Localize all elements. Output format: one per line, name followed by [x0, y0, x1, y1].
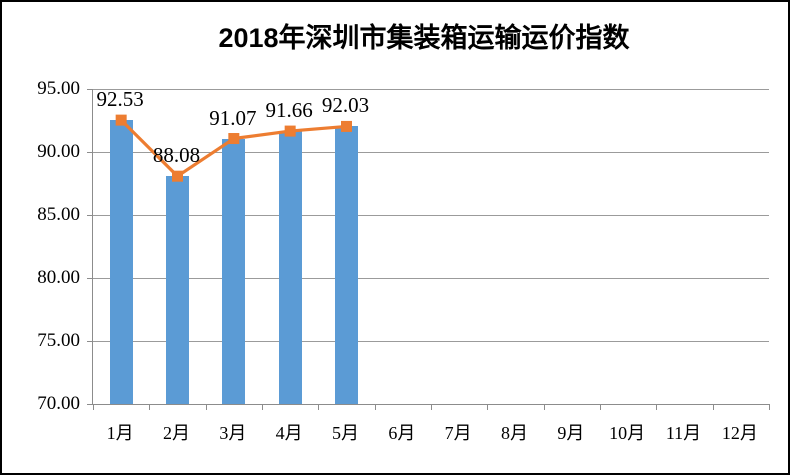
y-axis-tick: [87, 341, 93, 342]
y-axis-tick-label: 95.00: [37, 78, 80, 99]
bar: [222, 138, 246, 404]
x-axis-tick-label: 2月: [162, 423, 190, 443]
x-axis-tick: [262, 404, 263, 410]
plot-area: [87, 89, 770, 410]
line-marker: [115, 114, 127, 126]
data-label: 91.07: [209, 105, 257, 130]
y-axis-tick-label: 70.00: [37, 393, 80, 414]
x-axis-tick-label: 9月: [557, 423, 585, 443]
gridline: [93, 278, 769, 279]
x-axis-tick-label: 6月: [388, 423, 416, 443]
x-axis-tick: [93, 404, 94, 410]
bar: [109, 120, 133, 404]
data-label: 88.08: [152, 143, 201, 168]
bar: [166, 176, 189, 404]
bar: [335, 126, 358, 404]
line-marker: [284, 125, 296, 137]
x-axis-tick: [205, 404, 207, 410]
x-axis-tick: [712, 404, 714, 410]
y-axis-tick: [87, 152, 93, 153]
x-axis-tick: [656, 404, 658, 410]
x-axis-tick: [487, 404, 489, 410]
x-axis-tick-label: 12月: [721, 423, 758, 443]
data-label: 92.03: [321, 93, 370, 118]
x-axis-tick-label: 4月: [275, 423, 303, 443]
y-axis-tick: [87, 215, 93, 216]
line-marker: [172, 170, 183, 182]
x-axis-tick: [149, 404, 151, 410]
gridline: [93, 215, 769, 216]
y-axis-tick-label: 90.00: [37, 141, 80, 162]
x-axis-tick-label: 3月: [219, 423, 247, 443]
data-label: 92.53: [96, 87, 144, 112]
line-marker: [228, 133, 240, 145]
x-axis-tick-label: 7月: [444, 423, 472, 443]
y-axis-tick: [87, 89, 93, 90]
y-axis-tick: [87, 278, 93, 279]
x-axis-tick-label: 10月: [609, 423, 646, 443]
line-marker: [341, 120, 352, 132]
x-axis-tick: [431, 404, 432, 410]
data-label: 91.66: [265, 98, 313, 123]
gridline: [93, 89, 769, 90]
x-axis-tick-label: 11月: [665, 423, 702, 443]
chart-title: 2018年深圳市集装箱运输运价指数: [218, 23, 630, 53]
x-axis-tick: [318, 404, 320, 410]
x-axis-tick: [600, 404, 601, 410]
x-axis-tick-label: 8月: [500, 423, 528, 443]
x-axis-tick-label: 1月: [106, 423, 134, 443]
x-axis-tick: [769, 404, 770, 410]
x-axis-tick-label: 5月: [331, 423, 359, 443]
y-axis-tick-label: 75.00: [37, 330, 80, 351]
gridline: [93, 152, 769, 153]
y-axis-tick-label: 80.00: [37, 267, 80, 288]
gridline: [93, 341, 769, 342]
y-axis-tick-label: 85.00: [37, 204, 80, 225]
y-axis-tick: [87, 404, 93, 405]
x-axis-tick: [543, 404, 545, 410]
line-series-layer: [115, 114, 352, 182]
bar: [278, 131, 302, 404]
x-axis-tick: [374, 404, 376, 410]
